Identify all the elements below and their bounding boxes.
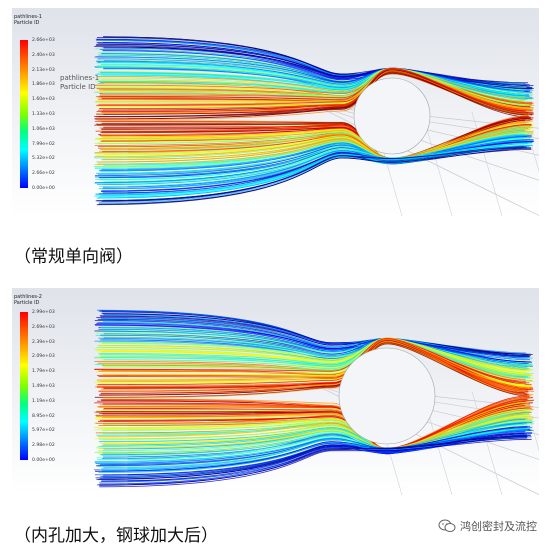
caption-standard-valve: （常规单向阀）	[14, 247, 133, 267]
legend-tick: 2.66e+02	[32, 171, 55, 177]
color-legend: pathlines-2 Particle ID 2.99e+03 2.69e+0…	[14, 294, 68, 463]
legend-tick: 7.99e+02	[32, 141, 55, 147]
pathlines-visualization	[12, 8, 539, 216]
legend-tick: 0.00e+00	[32, 186, 55, 191]
legend-tick: 2.98e+02	[32, 443, 55, 449]
legend-title: pathlines-2	[14, 294, 42, 300]
legend-tick: 2.40e+03	[32, 52, 55, 58]
overlay-label-line2: Particle ID	[60, 83, 96, 91]
legend-tick: 1.49e+03	[32, 384, 55, 389]
legend-tick: 5.97e+02	[32, 428, 55, 434]
caption-enlarged-valve: （内孔加大，钢球加大后）	[14, 526, 218, 546]
legend-color-bar	[20, 40, 28, 188]
legend-tick: 8.95e+02	[32, 413, 55, 419]
legend-tick: 2.99e+03	[32, 310, 55, 315]
legend-tick: 0.00e+00	[32, 458, 55, 463]
pathlines	[94, 36, 539, 216]
watermark: 鸿创密封及流控	[438, 518, 537, 534]
legend-tick: 1.60e+03	[32, 97, 55, 103]
legend-tick: 2.66e+03	[32, 38, 55, 43]
watermark-text: 鸿创密封及流控	[460, 520, 537, 533]
legend-tick: 2.09e+03	[32, 354, 55, 360]
legend-subtitle: Particle ID	[14, 20, 40, 26]
legend-tick: 2.13e+03	[32, 67, 55, 73]
color-legend: pathlines-1 Particle ID 2.66e+03 2.40e+0…	[14, 14, 68, 191]
simulation-panel-standard-valve: pathlines-1 Particle ID 2.66e+03 2.40e+0…	[12, 8, 539, 216]
overlay-label: pathlines-1 Particle ID	[60, 74, 99, 92]
legend-tick: 1.79e+03	[32, 369, 55, 375]
wechat-icon	[438, 519, 456, 532]
legend-subtitle: Particle ID	[14, 300, 40, 306]
simulation-panel-enlarged-valve: pathlines-2 Particle ID 2.99e+03 2.69e+0…	[12, 288, 539, 495]
legend-tick: 2.39e+03	[32, 339, 55, 345]
legend-tick: 5.32e+02	[32, 156, 55, 162]
legend-title: pathlines-1	[14, 14, 42, 20]
pathlines	[94, 309, 539, 495]
legend-tick: 1.33e+03	[32, 112, 55, 117]
legend-color-bar	[20, 312, 28, 460]
legend-tick: 1.06e+03	[32, 126, 55, 132]
overlay-label-line1: pathlines-1	[60, 74, 100, 82]
legend-tick: 2.69e+03	[32, 324, 55, 330]
legend-tick: 1.19e+03	[32, 398, 55, 404]
pathlines-visualization	[12, 288, 539, 495]
legend-tick: 1.86e+03	[32, 82, 55, 88]
